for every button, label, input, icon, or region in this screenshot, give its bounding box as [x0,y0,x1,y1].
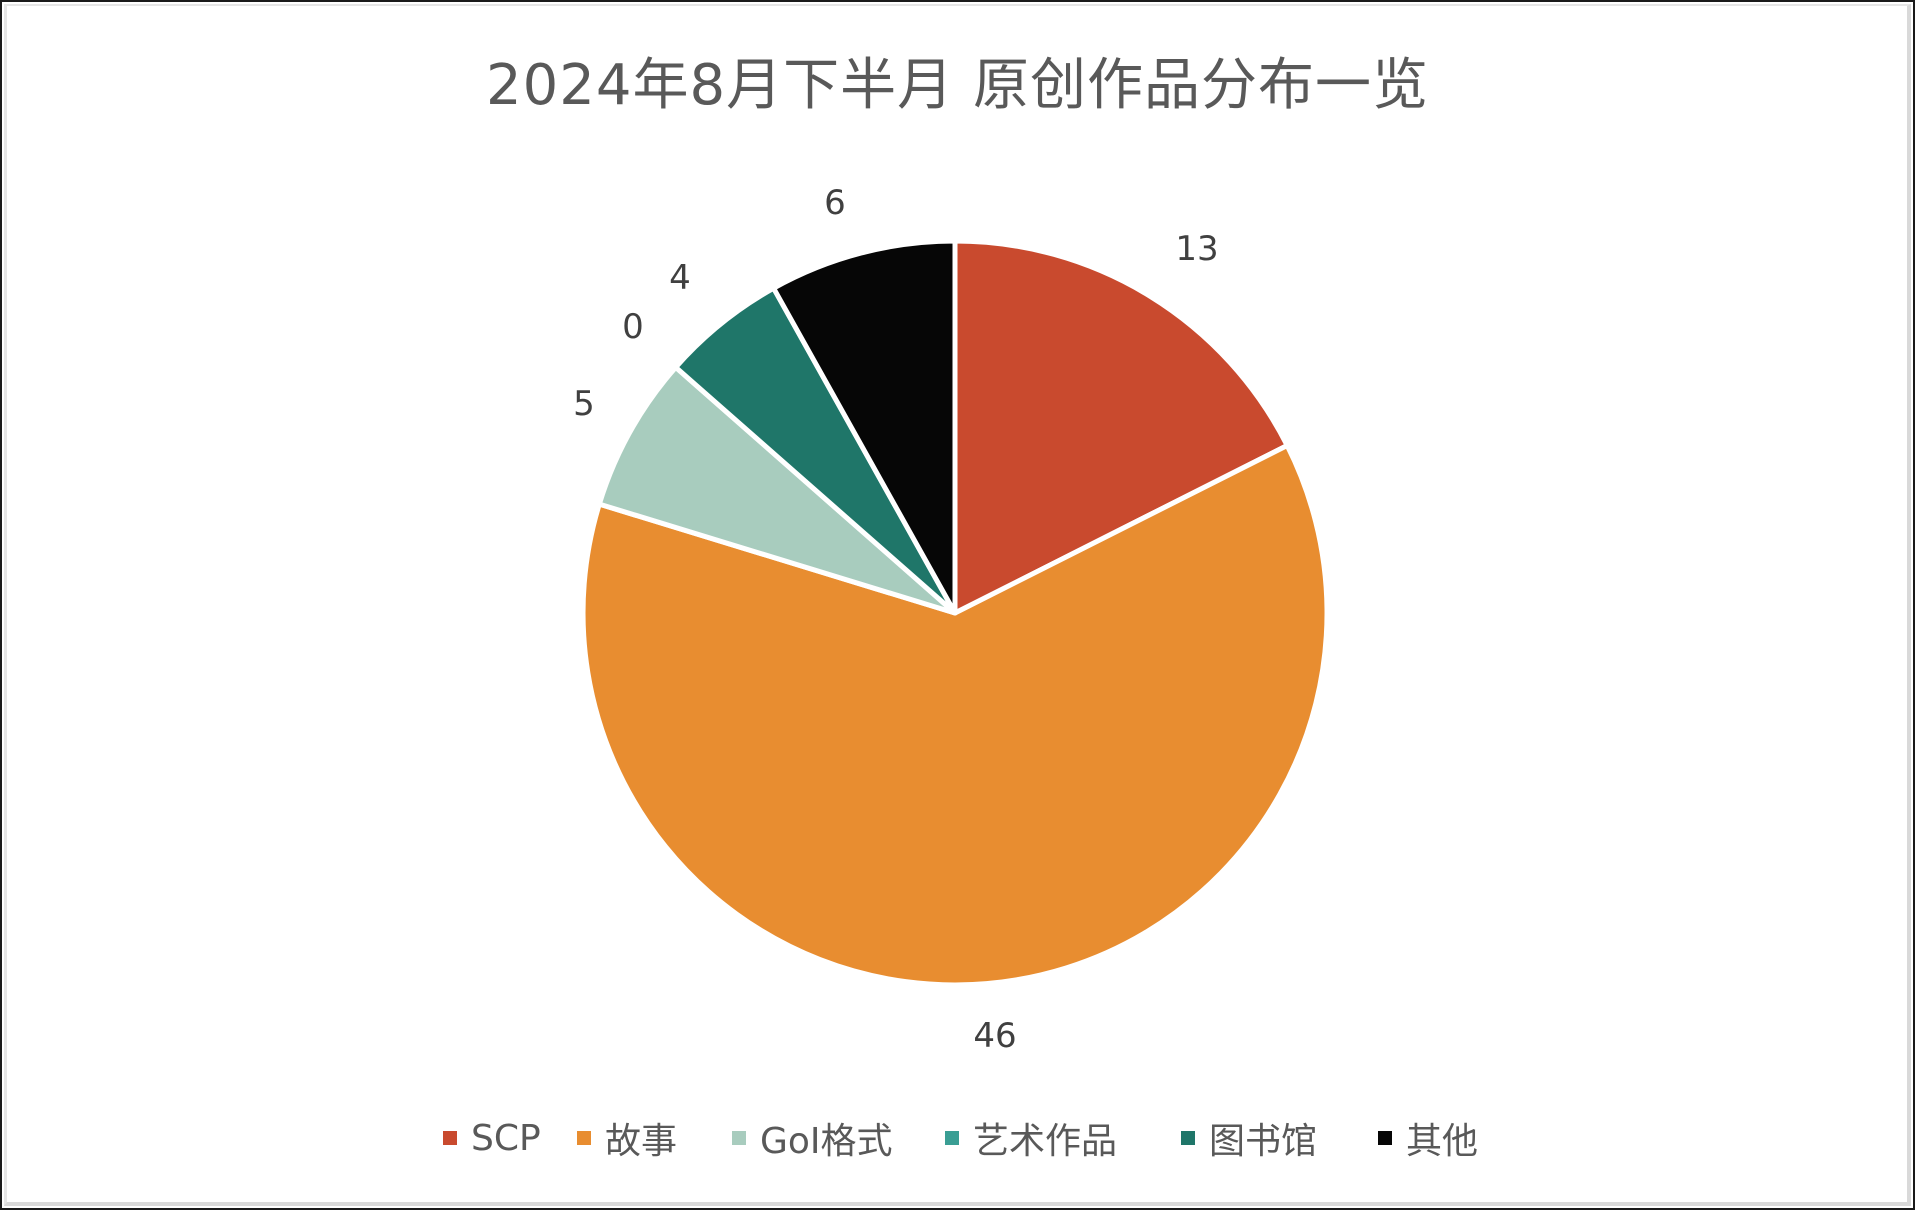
legend-item-art[interactable]: 艺术作品 [945,1113,1117,1163]
chart-legend: SCP 故事 GoI格式 艺术作品 图书馆 其他 [0,1113,1915,1163]
legend-swatch-art [945,1131,959,1145]
legend-item-scp[interactable]: SCP [443,1113,541,1163]
legend-swatch-other [1378,1131,1392,1145]
slice-scp[interactable] [952,238,1290,616]
legend-label: 故事 [605,1121,678,1162]
slice-other[interactable] [771,238,958,616]
legend-item-goi[interactable]: GoI格式 [732,1113,893,1163]
data-label-goi: 5 [573,384,595,424]
data-label-library: 4 [669,258,691,298]
legend-item-library[interactable]: 图书馆 [1181,1113,1317,1163]
chart-inner-border [4,4,1911,1206]
legend-label: GoI格式 [760,1121,893,1162]
data-label-other: 6 [824,183,846,223]
legend-label: 艺术作品 [973,1121,1118,1162]
legend-item-other[interactable]: 其他 [1378,1113,1478,1163]
legend-label: SCP [471,1117,541,1159]
legend-swatch-scp [443,1131,457,1145]
legend-item-story[interactable]: 故事 [577,1113,677,1163]
legend-label: 图书馆 [1209,1121,1318,1162]
legend-swatch-goi [732,1131,746,1145]
data-label-art: 0 [622,307,644,347]
chart-title: 2024年8月下半月 原创作品分布一览 [486,53,1429,118]
legend-swatch-library [1181,1131,1195,1145]
data-label-story: 46 [973,1016,1017,1056]
data-label-scp: 13 [1175,229,1219,269]
legend-label: 其他 [1406,1121,1479,1162]
legend-swatch-story [577,1131,591,1145]
slice-goi[interactable] [596,364,958,616]
slice-story[interactable] [580,443,1330,988]
